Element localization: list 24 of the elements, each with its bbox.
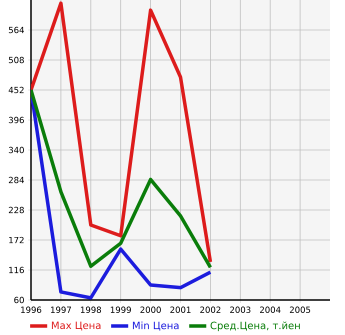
y-tick-label: 340 — [8, 146, 24, 154]
y-tick-label: 508 — [8, 56, 24, 64]
y-tick-label: 172 — [9, 236, 24, 244]
legend-label: Min Цена — [132, 321, 179, 331]
y-tick-label: 452 — [8, 86, 24, 94]
x-tick-label: 2003 — [230, 306, 250, 313]
x-tick-label: 2001 — [170, 306, 191, 313]
y-tick-label: 284 — [8, 176, 24, 184]
legend-label: Сред.Цена, т.йен — [210, 321, 300, 332]
y-tick-label: 60 — [14, 296, 24, 304]
x-tick-label: 2002 — [200, 306, 220, 313]
x-tick-label: 2004 — [260, 306, 281, 313]
y-tick-label: 396 — [8, 116, 24, 124]
x-tick-label: 1998 — [80, 306, 102, 313]
x-tick-label: 1999 — [110, 306, 131, 313]
y-tick-label: 116 — [9, 266, 24, 274]
line-series — [31, 1, 212, 264]
x-tick-label: 1996 — [21, 306, 42, 313]
x-tick-label: 2000 — [140, 306, 161, 313]
legend-label: Max Цена — [52, 322, 100, 331]
x-tick-label: 2005 — [290, 306, 310, 313]
y-tick-label: 564 — [8, 26, 24, 34]
x-tick-label: 1997 — [51, 306, 71, 313]
y-tick-label: 228 — [8, 206, 24, 214]
